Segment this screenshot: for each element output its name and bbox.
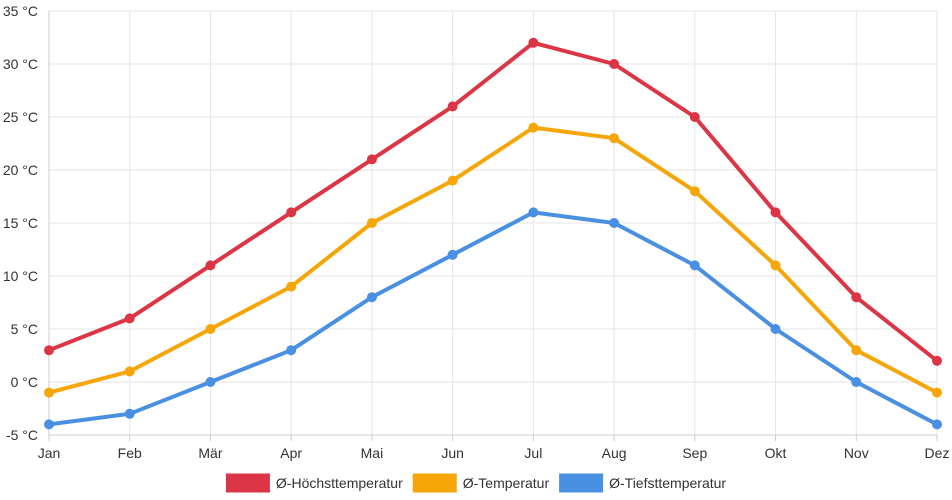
- data-point: [932, 419, 942, 430]
- x-tick-label: Apr: [280, 445, 302, 461]
- data-point: [205, 377, 216, 387]
- legend-swatch: [225, 473, 270, 493]
- data-point: [447, 249, 458, 260]
- legend-swatch: [559, 473, 604, 493]
- data-point: [124, 408, 135, 419]
- x-tick-label: Jun: [441, 445, 464, 461]
- data-point: [689, 260, 700, 271]
- y-tick-label: 15 °C: [3, 215, 38, 231]
- legend-item[interactable]: Ø-Tiefsttemperatur: [559, 473, 726, 493]
- axes: [48, 11, 938, 441]
- data-point: [689, 112, 700, 122]
- data-point: [528, 37, 539, 48]
- series-lines: [44, 37, 942, 430]
- data-point: [609, 59, 620, 69]
- x-tick-label: Jan: [38, 445, 61, 461]
- data-point: [609, 218, 620, 228]
- x-tick-label: Jul: [524, 445, 542, 461]
- data-point: [851, 377, 862, 387]
- x-tick-label: Feb: [118, 445, 142, 461]
- legend-label: Ø-Temperatur: [463, 475, 550, 491]
- legend-label: Ø-Höchsttemperatur: [276, 475, 403, 491]
- data-point: [286, 345, 297, 356]
- data-point: [44, 387, 54, 398]
- series-3: [44, 207, 942, 430]
- series-line: [47, 210, 939, 427]
- data-point: [770, 324, 781, 334]
- x-tick-label: Mär: [198, 445, 222, 461]
- series-1: [44, 37, 942, 366]
- x-axis-tick-labels: Jan Feb Mär Apr Mai Jun Jul Aug Sep Okt Nov Dez: [38, 445, 950, 461]
- series-line: [47, 125, 939, 395]
- data-point: [770, 207, 781, 218]
- data-point: [366, 154, 377, 165]
- data-point: [286, 207, 297, 218]
- data-point: [932, 387, 942, 398]
- data-point: [447, 175, 458, 186]
- y-tick-label: 20 °C: [3, 162, 38, 178]
- data-point: [689, 186, 700, 197]
- x-tick-label: Okt: [765, 445, 787, 461]
- y-tick-label: 35 °C: [3, 3, 38, 19]
- y-tick-label: 10 °C: [3, 268, 38, 284]
- series-2: [44, 122, 942, 398]
- y-axis-tick-labels: -5 °C 0 °C 5 °C 10 °C 15 °C 20 °C 25 °C 30 °C 35…: [3, 3, 38, 443]
- x-tick-label: Sep: [682, 445, 707, 461]
- data-point: [770, 260, 781, 271]
- y-tick-label: 25 °C: [3, 109, 38, 125]
- x-tick-label: Aug: [602, 445, 627, 461]
- y-tick-label: -5 °C: [6, 427, 38, 443]
- data-point: [528, 207, 539, 218]
- data-point: [609, 133, 620, 144]
- data-point: [44, 419, 54, 430]
- legend: Ø-Höchsttemperatur Ø-Temperatur Ø-Tiefstte…: [225, 473, 726, 493]
- data-point: [366, 218, 377, 228]
- data-point: [205, 260, 216, 271]
- legend-label: Ø-Tiefsttemperatur: [609, 475, 726, 491]
- data-point: [851, 292, 862, 303]
- data-point: [286, 281, 297, 292]
- legend-item[interactable]: Ø-Höchsttemperatur: [225, 473, 403, 493]
- data-point: [528, 122, 539, 133]
- legend-swatch: [412, 473, 457, 493]
- data-point: [124, 313, 135, 324]
- y-tick-label: 0 °C: [11, 374, 38, 390]
- x-tick-label: Nov: [844, 445, 869, 461]
- legend-item[interactable]: Ø-Temperatur: [412, 473, 550, 493]
- x-tick-label: Mai: [361, 445, 384, 461]
- y-tick-label: 30 °C: [3, 56, 38, 72]
- data-point: [124, 366, 135, 377]
- y-tick-label: 5 °C: [11, 321, 38, 337]
- series-line: [47, 40, 939, 363]
- data-point: [851, 345, 862, 356]
- data-point: [205, 324, 216, 334]
- data-point: [447, 101, 458, 112]
- data-point: [44, 345, 54, 356]
- data-point: [366, 292, 377, 303]
- x-tick-label: Dez: [925, 445, 950, 461]
- data-point: [932, 355, 942, 366]
